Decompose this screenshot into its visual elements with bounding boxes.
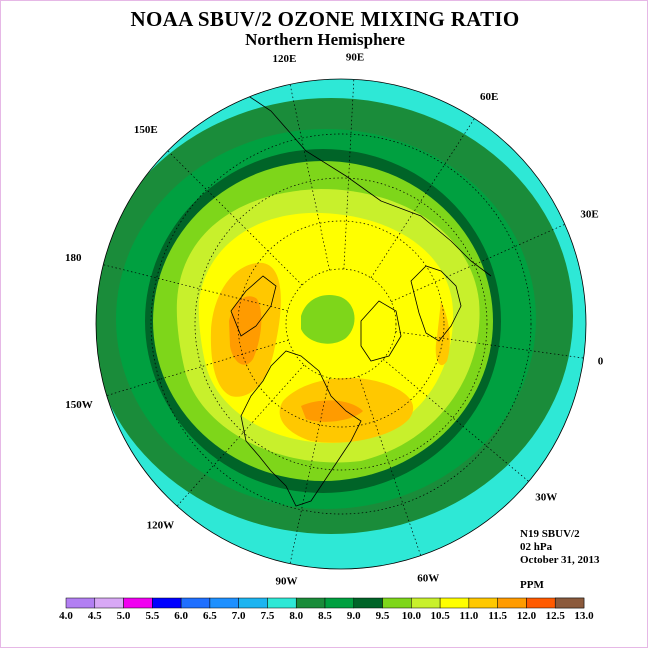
- color-scale-swatch: [497, 597, 527, 609]
- north-america-coast: [240, 350, 362, 507]
- europe-coast: [410, 265, 462, 342]
- color-scale-swatch: [238, 597, 268, 609]
- color-scale-tick-label: 4.0: [59, 610, 73, 622]
- color-scale-tick-label: 11.5: [488, 610, 507, 622]
- color-scale-tick-label: 8.5: [318, 610, 332, 622]
- contour-11-5-america: [301, 400, 363, 422]
- map-boundary: [95, 78, 587, 570]
- date-label: October 31, 2013: [520, 554, 600, 566]
- longitude-label: 30W: [535, 491, 557, 503]
- alaska-coast: [230, 275, 277, 337]
- color-scale-tick-label: 11.0: [460, 610, 479, 622]
- color-scale-swatch: [439, 597, 470, 609]
- color-scale-swatch: [324, 597, 355, 609]
- color-scale-tick-label: 9.0: [347, 610, 361, 622]
- color-scale-swatch: [65, 597, 96, 609]
- color-scale: 4.0 4.5 5.0 5.5 6.0 6.5 7.0 7.5 8.0 8.5 9.0 9.5 10.0…: [59, 597, 594, 622]
- color-scale-tick-label: 7.5: [261, 610, 275, 622]
- color-scale-swatch: [209, 597, 239, 609]
- color-scale-tick-label: 9.5: [376, 610, 390, 622]
- longitude-label: 180: [65, 252, 82, 264]
- satellite-label: N19 SBUV/2: [520, 528, 580, 540]
- color-scale-tick-label: 6.5: [203, 610, 217, 622]
- color-scale-swatch: [94, 597, 124, 609]
- coastlines: [230, 90, 492, 507]
- longitude-label: 90W: [276, 575, 298, 587]
- page-subtitle: Northern Hemisphere: [245, 30, 405, 49]
- greenland-coast: [360, 300, 402, 362]
- latitude-45-line: [237, 220, 445, 428]
- page-title: NOAA SBUV/2 OZONE MIXING RATIO: [130, 7, 520, 31]
- longitude-label: 60W: [417, 572, 439, 584]
- color-scale-tick-label: 13.0: [574, 610, 594, 622]
- color-scale-tick-label: 7.0: [232, 610, 246, 622]
- graticule: [103, 79, 584, 564]
- color-scale-swatch: [353, 597, 383, 609]
- color-scale-tick-label: 12.5: [546, 610, 566, 622]
- color-scale-tick-label: 6.0: [174, 610, 188, 622]
- color-scale-swatch: [468, 597, 498, 609]
- color-scale-swatch: [526, 597, 556, 609]
- longitude-label: 150E: [134, 124, 158, 136]
- longitude-label: 0: [598, 355, 604, 367]
- color-scale-tick-label: 10.0: [402, 610, 422, 622]
- longitude-labels: 90E 60E 30E 0 30W 60W 90W 120W 150W 180 150E 120E: [65, 51, 604, 587]
- longitude-label: 30E: [580, 208, 598, 220]
- longitude-label: 150W: [65, 399, 93, 411]
- color-scale-tick-label: 8.0: [289, 610, 303, 622]
- color-scale-tick-label: 12.0: [517, 610, 537, 622]
- asia-coast: [240, 90, 492, 277]
- color-scale-swatch: [152, 597, 182, 609]
- pressure-label: 02 hPa: [520, 541, 553, 553]
- longitude-label: 120E: [273, 53, 297, 65]
- latitude-15-line: [150, 133, 532, 515]
- color-scale-swatch: [123, 597, 153, 609]
- longitude-label: 60E: [480, 91, 498, 103]
- ozone-contours: [96, 79, 586, 569]
- latitude-30-line: [194, 177, 488, 471]
- color-scale-swatch: [295, 597, 326, 609]
- color-scale-swatch: [411, 597, 441, 609]
- color-scale-swatch: [267, 597, 297, 609]
- longitude-label: 120W: [147, 520, 175, 532]
- color-scale-swatch: [554, 597, 585, 609]
- contour-11-0-europe: [435, 301, 450, 366]
- color-scale-swatch: [180, 597, 211, 609]
- contour-11-5-pacific: [229, 296, 262, 365]
- color-scale-tick-label: 5.5: [145, 610, 159, 622]
- longitude-label: 90E: [346, 51, 364, 63]
- color-scale-tick-label: 10.5: [430, 610, 450, 622]
- color-scale-swatch: [382, 597, 412, 609]
- color-scale-tick-label: 5.0: [117, 610, 131, 622]
- units-label: PPM: [520, 579, 544, 591]
- color-scale-tick-label: 4.5: [88, 610, 102, 622]
- latitude-60-line: [285, 268, 397, 380]
- contour-9-5-polar: [301, 295, 355, 344]
